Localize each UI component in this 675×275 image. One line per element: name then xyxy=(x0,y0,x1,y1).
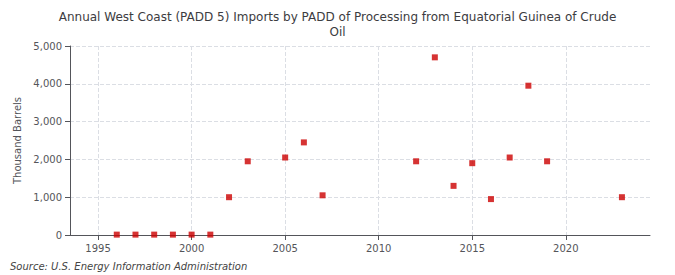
svg-text:0: 0 xyxy=(56,230,62,241)
svg-text:1,000: 1,000 xyxy=(33,192,62,203)
svg-text:2015: 2015 xyxy=(460,243,485,254)
svg-text:Oil: Oil xyxy=(329,25,345,39)
svg-text:2010: 2010 xyxy=(366,243,391,254)
svg-text:1995: 1995 xyxy=(85,243,110,254)
svg-text:Source: U.S. Energy Informatio: Source: U.S. Energy Information Administ… xyxy=(10,261,247,272)
svg-text:4,000: 4,000 xyxy=(33,78,62,89)
svg-text:3,000: 3,000 xyxy=(33,116,62,127)
svg-text:2005: 2005 xyxy=(272,243,297,254)
svg-text:Thousand Barrels: Thousand Barrels xyxy=(12,97,23,185)
svg-text:2000: 2000 xyxy=(179,243,204,254)
svg-text:2020: 2020 xyxy=(553,243,578,254)
svg-text:5,000: 5,000 xyxy=(33,41,62,52)
svg-text:2,000: 2,000 xyxy=(33,154,62,165)
svg-text:Annual West Coast (PADD 5) Imp: Annual West Coast (PADD 5) Imports by PA… xyxy=(59,10,617,24)
